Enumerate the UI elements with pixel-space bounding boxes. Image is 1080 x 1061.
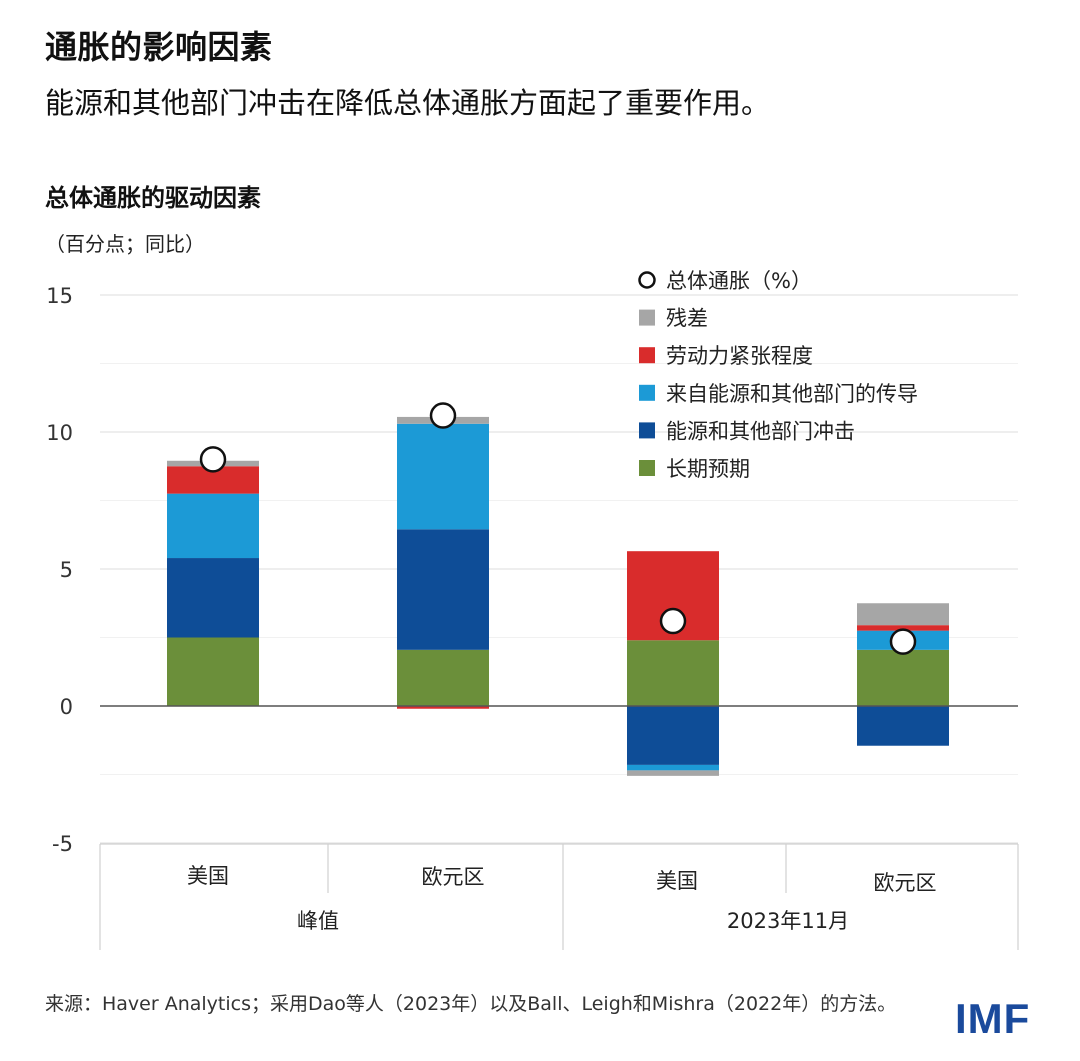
- bar-segment: [627, 706, 719, 765]
- x-tick-label: 美国: [656, 869, 698, 893]
- bar-segment: [857, 649, 949, 706]
- page-subtitle: 能源和其他部门冲击在降低总体通胀方面起了重要作用。: [45, 86, 771, 120]
- bar-segment: [857, 603, 949, 626]
- bar-segment: [397, 529, 489, 650]
- x-tick-label: 欧元区: [874, 871, 937, 895]
- x-group-label: 2023年11月: [727, 909, 849, 933]
- bar-segment: [857, 706, 949, 746]
- legend-label: 劳动力紧张程度: [666, 344, 813, 368]
- bar-segment: [397, 649, 489, 706]
- page-title: 通胀的影响因素: [45, 28, 273, 66]
- legend-swatch: [639, 460, 655, 476]
- chart-unit-label: （百分点；同比）: [45, 232, 205, 256]
- bar-segment: [167, 558, 259, 638]
- y-tick-label: 0: [60, 695, 73, 719]
- legend-label: 长期预期: [666, 457, 750, 481]
- x-group-label: 峰值: [297, 909, 339, 933]
- imf-logo: IMF: [955, 995, 1031, 1042]
- legend-swatch: [639, 309, 655, 326]
- bar-segment: [397, 423, 489, 530]
- y-tick-label: 5: [60, 558, 73, 582]
- headline-inflation-marker: [659, 607, 687, 635]
- y-tick-label: 10: [46, 421, 73, 445]
- x-tick-label: 美国: [187, 864, 229, 888]
- source-note: 来源：Haver Analytics；采用Dao等人（2023年）以及Ball、…: [45, 993, 897, 1015]
- y-tick-label: -5: [52, 832, 73, 856]
- legend-swatch: [639, 384, 655, 401]
- bar-segment: [167, 637, 259, 706]
- legend-marker: [638, 271, 656, 289]
- legend-label: 来自能源和其他部门的传导: [666, 382, 918, 406]
- bar-segment: [397, 706, 489, 709]
- legend-label: 总体通胀（%）: [666, 269, 812, 293]
- legend-label: 残差: [666, 307, 708, 331]
- headline-inflation-marker: [889, 628, 917, 655]
- legend-swatch: [639, 422, 655, 439]
- bar-segment: [627, 640, 719, 706]
- legend-label: 能源和其他部门冲击: [666, 419, 855, 443]
- chart-title: 总体通胀的驱动因素: [45, 184, 261, 212]
- y-tick-label: 15: [46, 284, 73, 308]
- headline-inflation-marker: [429, 402, 457, 429]
- bar-segment: [167, 493, 259, 559]
- headline-inflation-marker: [199, 446, 227, 473]
- legend-swatch: [639, 347, 655, 364]
- bar-segment: [627, 764, 719, 771]
- bar-segment: [627, 770, 719, 776]
- x-tick-label: 欧元区: [422, 865, 485, 889]
- bar-segment: [857, 625, 949, 631]
